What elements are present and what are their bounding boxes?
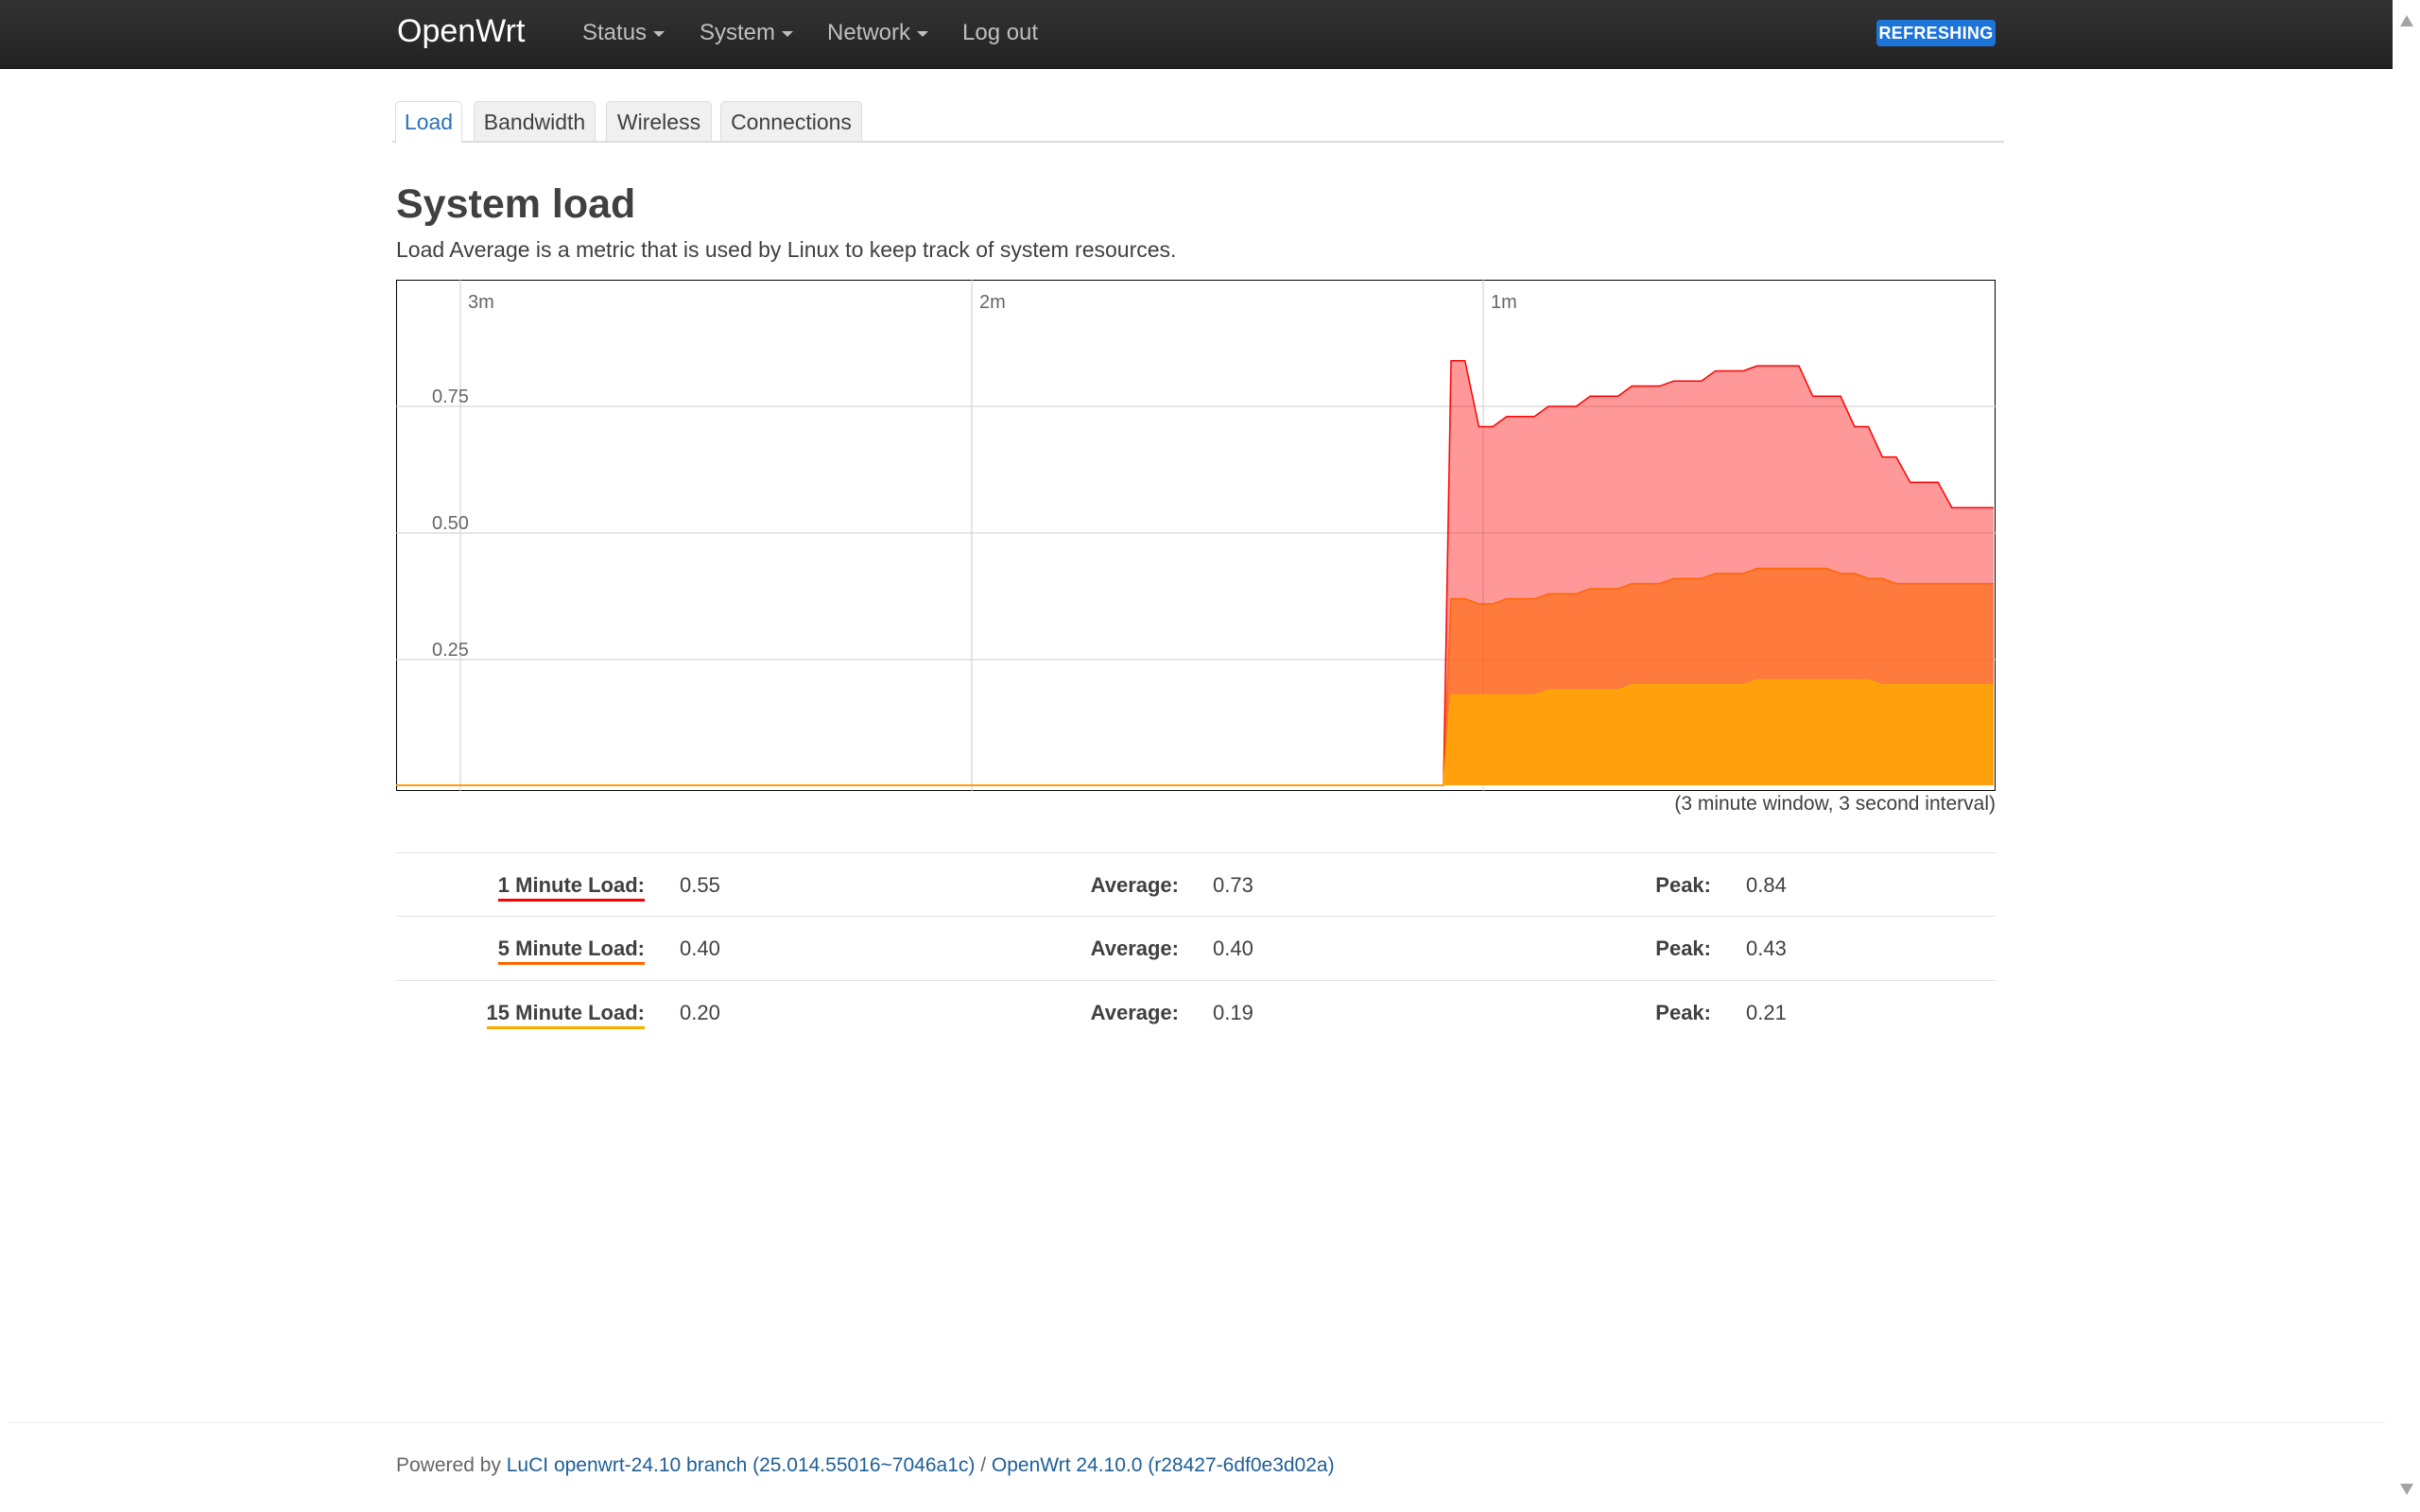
x-tick-label: 2m	[979, 292, 1006, 313]
page-title: System load	[396, 181, 636, 227]
nav-item-label: Log out	[962, 20, 1039, 45]
nav-status-menu[interactable]: Status	[582, 19, 666, 47]
average-label: Average:	[1090, 1001, 1179, 1024]
scroll-down-arrow-icon[interactable]	[2400, 1484, 2413, 1495]
load-1min-value: 0.55	[680, 873, 720, 897]
page-description: Load Average is a metric that is used by…	[396, 237, 1177, 262]
average-label: Average:	[1090, 873, 1179, 897]
load-5min-label: 5 Minute Load:	[497, 935, 645, 965]
caret-down-icon	[917, 30, 929, 37]
footer-divider	[8, 1422, 2385, 1423]
row-divider	[396, 916, 1996, 917]
load-1min-peak: 0.84	[1746, 873, 1787, 897]
legend-15min: 15 Minute Load:	[486, 1001, 645, 1029]
load-15min-average: 0.19	[1213, 1001, 1253, 1024]
peak-label: Peak:	[1655, 936, 1711, 960]
x-tick-label: 1m	[1491, 292, 1517, 313]
series-line-1min	[396, 360, 1994, 786]
luci-version-link[interactable]: LuCI openwrt-24.10 branch (25.014.55016~…	[506, 1454, 976, 1476]
legend-5min: 5 Minute Load:	[497, 936, 645, 965]
tab-bandwidth[interactable]: Bandwidth	[474, 101, 596, 141]
caret-down-icon	[782, 30, 794, 37]
legend-1min: 1 Minute Load:	[497, 873, 645, 902]
tab-connections[interactable]: Connections	[720, 101, 862, 141]
load-1min-label: 1 Minute Load:	[497, 871, 645, 902]
vertical-scrollbar[interactable]	[2393, 0, 2420, 1512]
nav-system-menu[interactable]: System	[700, 19, 794, 47]
footer: Powered by LuCI openwrt-24.10 branch (25…	[396, 1452, 1335, 1479]
nav-item-label: Status	[582, 20, 648, 45]
caret-down-icon	[653, 30, 666, 37]
row-divider	[396, 980, 1996, 981]
graph-caption: (3 minute window, 3 second interval)	[1674, 793, 1996, 815]
tabs-divider	[392, 141, 2004, 143]
tab-load[interactable]: Load	[395, 101, 462, 143]
nav-item-label: Network	[827, 20, 911, 45]
powered-by-text: Powered by	[396, 1454, 501, 1476]
average-label: Average:	[1090, 936, 1179, 960]
row-divider	[396, 852, 1996, 853]
brand-logo[interactable]: OpenWrt	[397, 13, 526, 49]
peak-label: Peak:	[1655, 873, 1711, 897]
openwrt-version-link[interactable]: OpenWrt 24.10.0 (r28427-6df0e3d02a)	[991, 1454, 1335, 1476]
series-line-15min	[396, 679, 1994, 786]
load-5min-peak: 0.43	[1746, 936, 1787, 960]
y-tick-label: 0.75	[432, 387, 469, 407]
load-graph: 3m 2m 1m 0.25 0.50 0.75	[396, 280, 1996, 791]
scroll-up-arrow-icon[interactable]	[2400, 15, 2413, 26]
y-tick-label: 0.50	[432, 513, 469, 534]
x-tick-label: 3m	[468, 292, 494, 313]
load-1min-average: 0.73	[1213, 873, 1253, 897]
load-15min-label: 15 Minute Load:	[486, 999, 645, 1029]
refreshing-badge[interactable]: REFRESHING	[1876, 20, 1996, 46]
nav-logout-link[interactable]: Log out	[962, 19, 1038, 47]
footer-separator: /	[975, 1454, 992, 1476]
top-navbar: OpenWrt Status System Network Log out RE…	[0, 0, 2393, 69]
nav-network-menu[interactable]: Network	[827, 19, 929, 47]
load-graph-container: 3m 2m 1m 0.25 0.50 0.75	[396, 280, 1996, 796]
load-15min-value: 0.20	[680, 1001, 720, 1024]
tab-wireless[interactable]: Wireless	[606, 101, 712, 141]
load-15min-peak: 0.21	[1746, 1001, 1787, 1024]
peak-label: Peak:	[1655, 1001, 1711, 1024]
series-line-5min	[396, 567, 1994, 786]
nav-item-label: System	[700, 20, 776, 45]
y-tick-label: 0.25	[432, 640, 469, 661]
series-area-15min	[396, 679, 1994, 785]
load-5min-average: 0.40	[1213, 936, 1253, 960]
load-5min-value: 0.40	[680, 936, 720, 960]
